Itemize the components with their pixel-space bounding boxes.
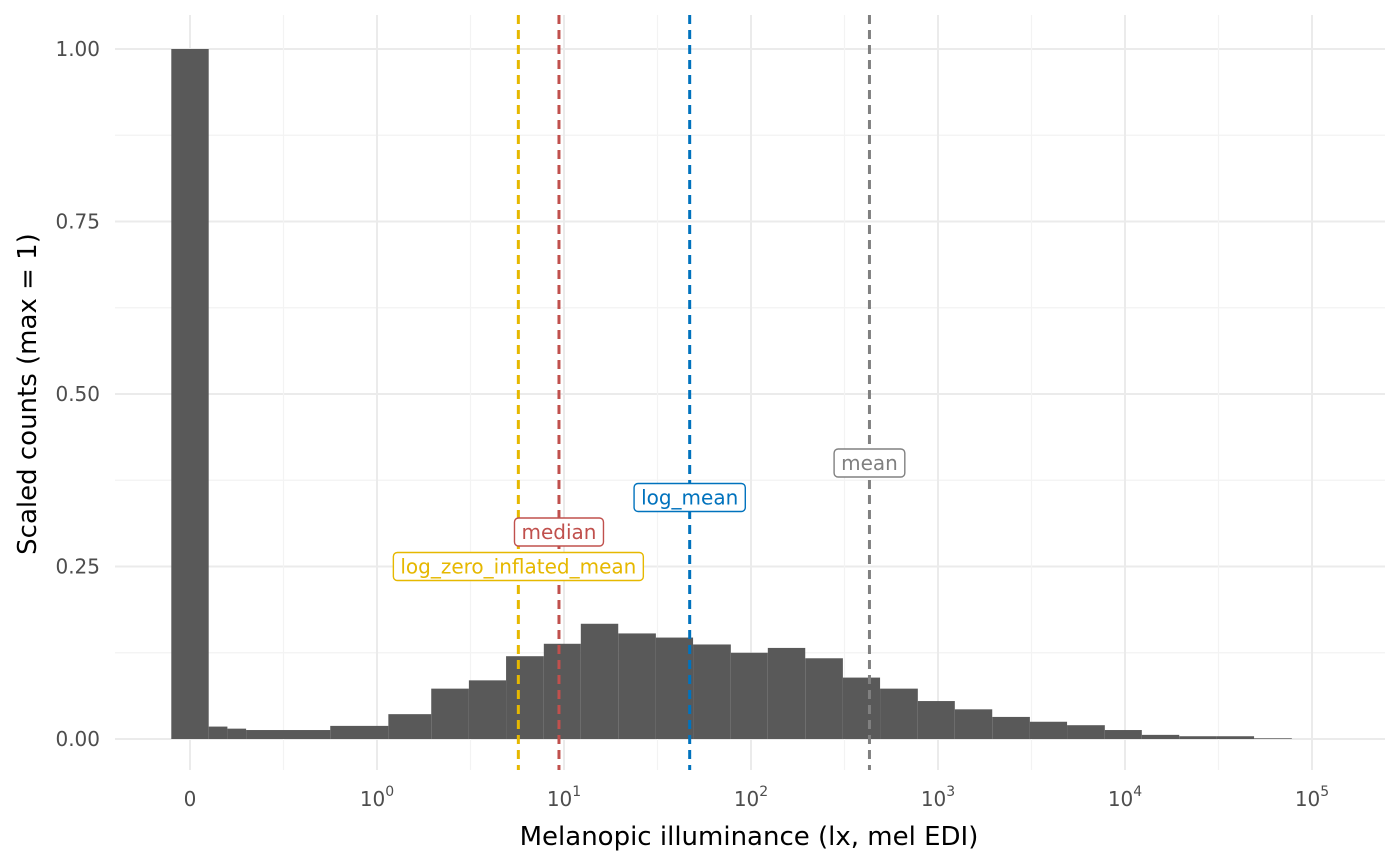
histogram-bar <box>506 656 544 739</box>
x-tick-label: 0 <box>184 787 197 811</box>
reference-label-box <box>633 482 746 513</box>
reference-label-text: mean <box>841 451 898 475</box>
reference-lines <box>516 15 871 770</box>
y-axis-ticks: 0.00 0.25 0.50 0.75 1.00 <box>55 37 100 751</box>
histogram-bar <box>468 680 507 739</box>
x-tick-exponent: 5 <box>1320 784 1329 800</box>
histogram-bar <box>283 730 331 739</box>
x-tick-base: 10 <box>547 787 572 811</box>
histogram-bar <box>618 633 656 739</box>
histogram-bar <box>1104 730 1142 739</box>
y-axis-title: Scaled counts (max = 1) <box>13 233 43 555</box>
reference-labels: log_zero_inflated_mean median log_mean mean <box>392 448 906 582</box>
histogram-bar <box>992 716 1030 739</box>
histogram-bar <box>1067 725 1105 739</box>
histogram-bar <box>1254 738 1292 739</box>
histogram-bar <box>246 730 284 739</box>
x-tick-base: 10 <box>1295 787 1320 811</box>
histogram-bar <box>730 652 768 739</box>
x-tick-base: 10 <box>360 787 385 811</box>
histogram-bar <box>431 688 469 739</box>
x-tick-base: 10 <box>921 787 946 811</box>
reference-label-text: log_zero_inflated_mean <box>400 555 636 579</box>
reference-label-mean: mean <box>833 448 906 478</box>
reference-label-box <box>833 448 906 478</box>
histogram-bar <box>767 647 806 739</box>
histogram-bar <box>917 701 955 739</box>
histogram-bar <box>1141 734 1180 739</box>
histogram-bar <box>543 643 581 739</box>
x-tick-exponent: 4 <box>1133 784 1142 800</box>
x-tick-exponent: 2 <box>759 784 768 800</box>
histogram-bar <box>208 726 228 739</box>
x-tick-base: 10 <box>734 787 759 811</box>
histogram-bar <box>655 637 694 739</box>
x-tick-label: 104 <box>1108 784 1142 811</box>
y-tick-label: 0.25 <box>55 555 100 579</box>
x-tick-label: 102 <box>734 784 768 811</box>
histogram-bar <box>954 709 993 739</box>
y-tick-label: 0.50 <box>55 382 100 406</box>
histogram-bars <box>171 49 1292 739</box>
histogram-bar <box>1179 736 1217 739</box>
x-axis-title: Melanopic illuminance (lx, mel EDI) <box>520 822 979 852</box>
x-tick-label: 100 <box>360 784 394 811</box>
reference-label-box <box>392 551 645 582</box>
reference-label-text: log_mean <box>641 486 738 510</box>
histogram-bar <box>330 725 389 739</box>
y-tick-label: 1.00 <box>55 37 100 61</box>
reference-label-log-zero-inflated-mean: log_zero_inflated_mean <box>392 551 645 582</box>
reference-label-box <box>513 517 605 547</box>
reference-label-log-mean: log_mean <box>633 482 746 513</box>
histogram-bar <box>842 677 881 739</box>
reference-label-median: median <box>513 517 605 547</box>
x-tick-label: 101 <box>547 784 581 811</box>
histogram-bar <box>227 728 247 739</box>
histogram-bar <box>880 688 918 739</box>
x-tick-exponent: 0 <box>385 784 394 800</box>
x-tick-label: 105 <box>1295 784 1329 811</box>
x-tick-base: 10 <box>1108 787 1133 811</box>
histogram-bar <box>1216 736 1255 739</box>
histogram-bar <box>580 623 619 739</box>
y-tick-label: 0.75 <box>55 210 100 234</box>
histogram-bar <box>1029 721 1068 739</box>
histogram-bar <box>805 658 843 739</box>
x-tick-label: 103 <box>921 784 955 811</box>
x-axis-ticks: 0 100 101 102 103 104 105 <box>184 784 1330 811</box>
y-tick-label: 0.00 <box>55 727 100 751</box>
x-tick-exponent: 1 <box>572 784 581 800</box>
histogram-bar <box>388 714 432 739</box>
x-tick-exponent: 3 <box>946 784 955 800</box>
reference-label-text: median <box>521 520 596 544</box>
x-tick-base: 0 <box>184 787 197 811</box>
histogram-bar <box>693 644 731 739</box>
histogram-bar <box>171 49 209 739</box>
